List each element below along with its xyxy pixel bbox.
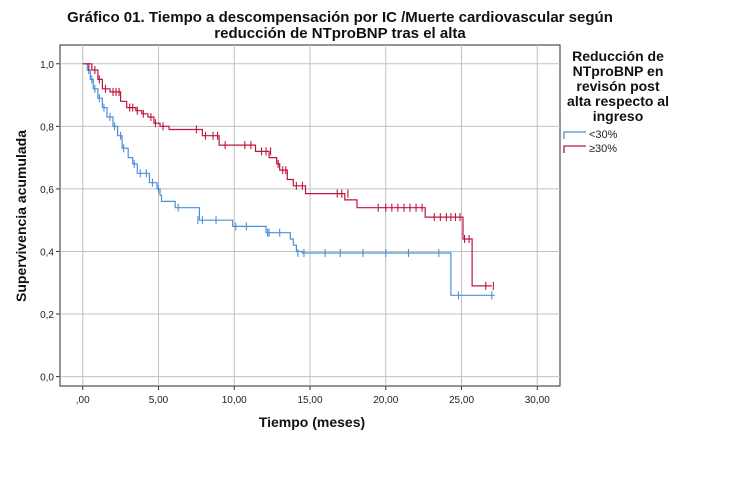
legend-title: Reducción de NTproBNP en revisón post al… [567,48,669,124]
y-tick-label: 0,0 [40,373,54,384]
y-tick-label: 0,8 [40,122,54,133]
x-tick-label: 25,00 [449,395,474,406]
x-axis-label: Tiempo (meses) [259,414,365,430]
y-tick-label: 0,6 [40,185,54,196]
y-tick-label: 0,2 [40,310,54,321]
x-tick-label: 10,00 [222,395,247,406]
y-tick-label: 1,0 [40,60,54,71]
x-tick-label: 30,00 [525,395,550,406]
legend-label-ge30: ≥30% [589,143,618,155]
series-layer [82,62,495,300]
chart-title: Gráfico 01. Tiempo a descompensación por… [67,9,613,42]
x-tick-label: 5,00 [149,395,169,406]
x-tick-label: ,00 [76,395,90,406]
x-tick-label: 20,00 [373,395,398,406]
legend-label-lt30: <30% [589,129,618,141]
x-tick-label: 15,00 [297,395,322,406]
y-tick-label: 0,4 [40,247,54,258]
legend-swatch-lt30 [563,131,586,139]
survival-curve-ge30 [82,63,492,287]
legend-item-ge30: ≥30% [563,142,683,156]
y-axis-label: Supervivencia acumulada [13,130,29,302]
survival-curve-lt30 [82,63,495,296]
axis-ticks: ,00 5,00 10,00 15,00 20,00 25,00 30,00 0,0 0,2 0,… [40,60,550,406]
gridlines [60,45,560,386]
legend-item-lt30: <30% [563,128,683,142]
legend-swatch-ge30 [563,145,586,153]
legend: <30% ≥30% [563,128,683,156]
